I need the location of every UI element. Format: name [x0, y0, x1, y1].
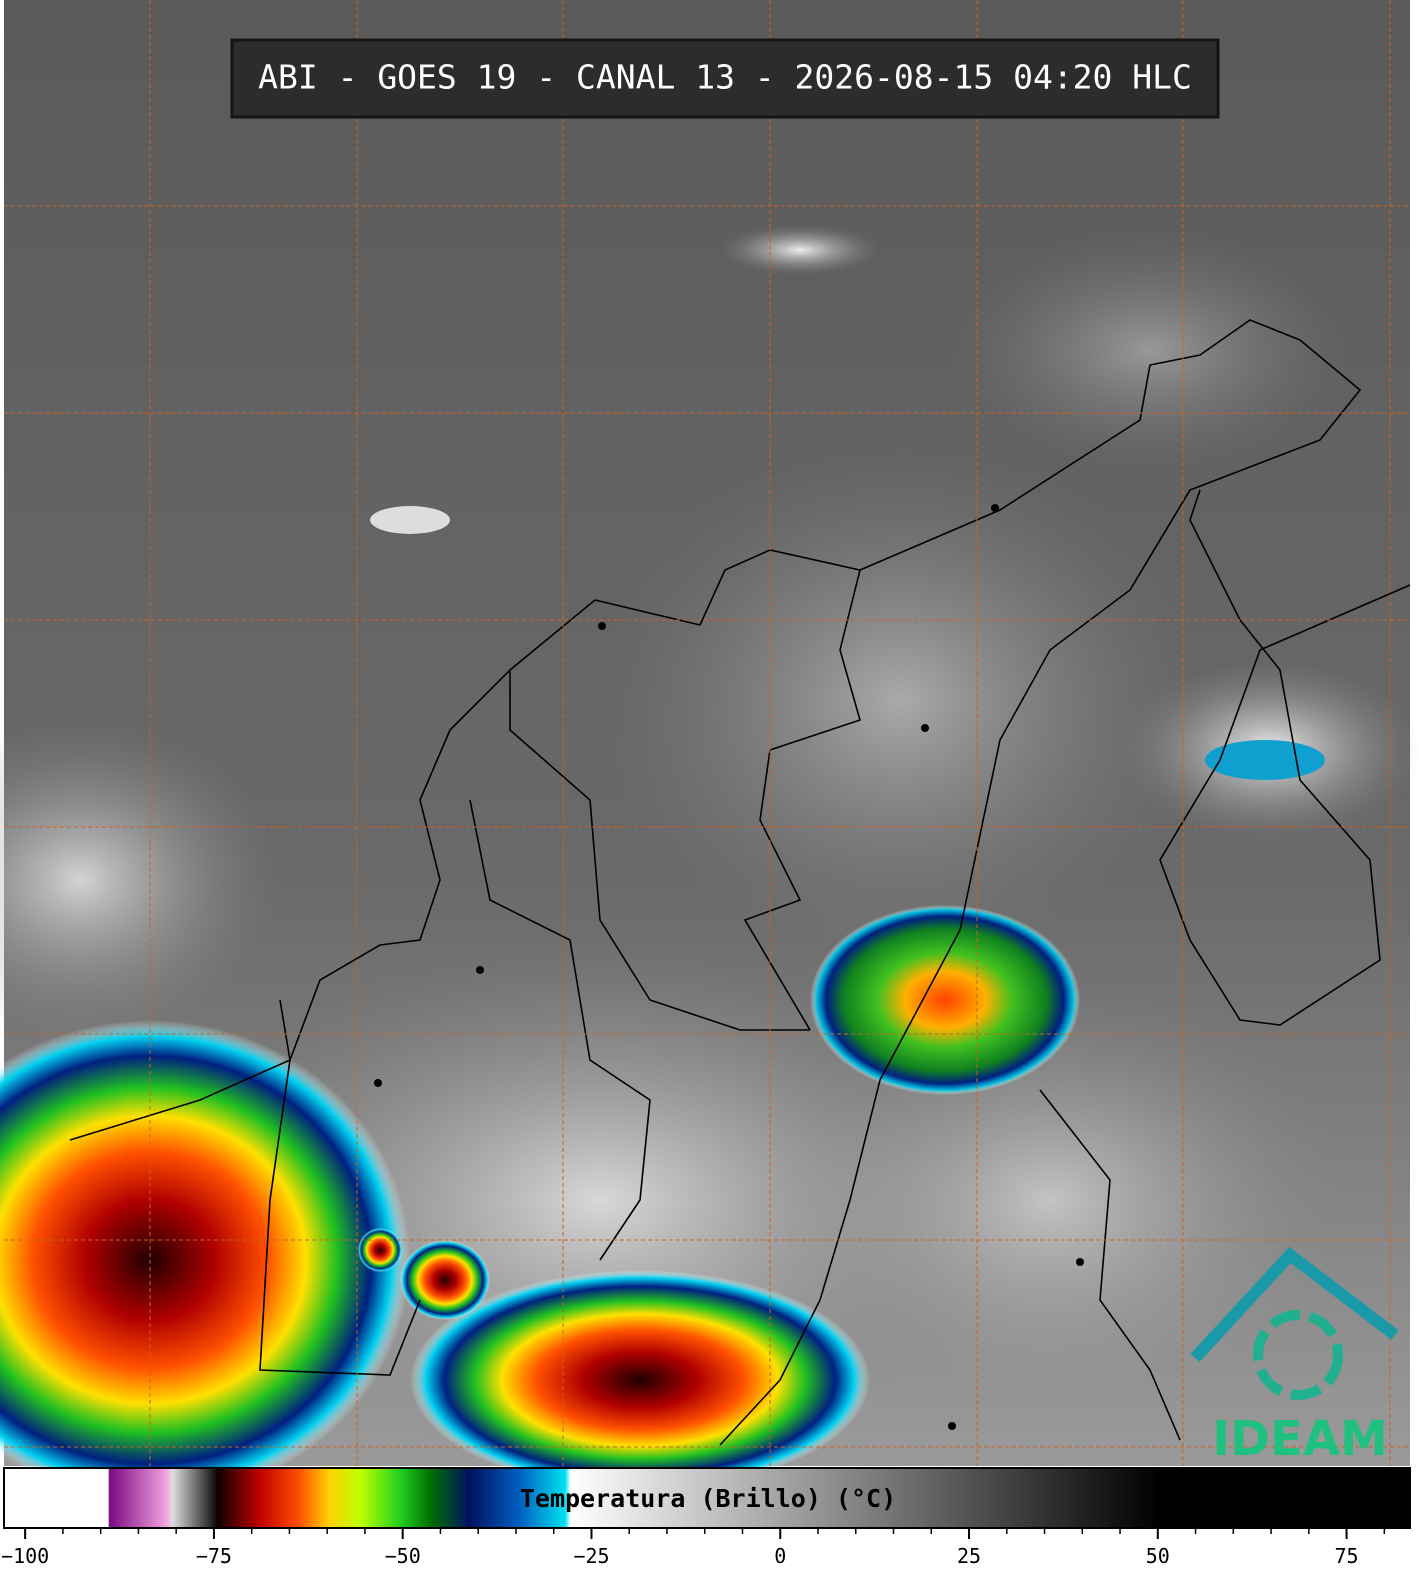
- tick-label: −25: [573, 1544, 609, 1568]
- logo-text: IDEAM: [1212, 1411, 1387, 1467]
- tick-label: 75: [1335, 1544, 1359, 1568]
- logo: IDEAM: [1190, 1246, 1399, 1467]
- tick-label: 0: [774, 1544, 786, 1568]
- borders: [69, 319, 1411, 1446]
- colorbar-label: Temperatura (Brillo) (°C): [520, 1484, 896, 1513]
- graticule: [4, 0, 1410, 1466]
- tick-label: 50: [1146, 1544, 1170, 1568]
- storms: [0, 905, 1080, 1500]
- tick-label: 25: [957, 1544, 981, 1568]
- tick-label: −50: [385, 1544, 421, 1568]
- title: ABI - GOES 19 - CANAL 13 - 2026-08-15 04…: [258, 58, 1192, 97]
- title-box: [230, 38, 1220, 119]
- colorbar: [3, 1467, 1411, 1529]
- cities: [374, 504, 1084, 1430]
- tick-label: −100: [1, 1544, 49, 1568]
- tick-label: −75: [196, 1544, 232, 1568]
